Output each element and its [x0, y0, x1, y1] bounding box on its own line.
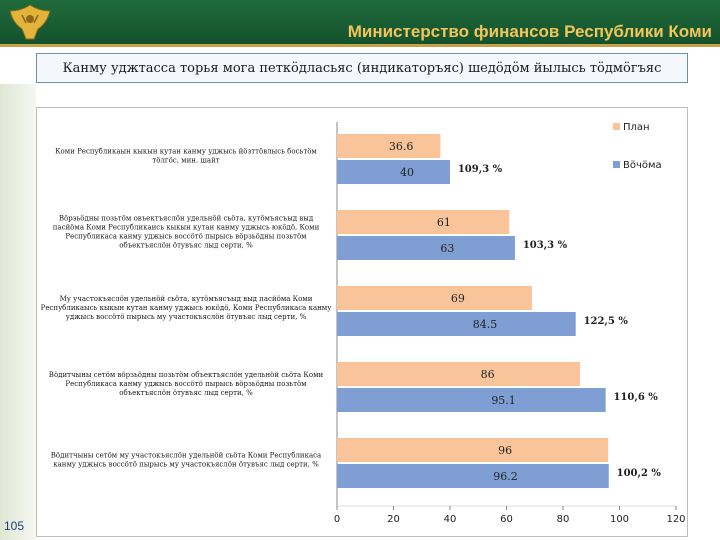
fact-bar — [337, 388, 606, 412]
x-tick-label: 0 — [334, 514, 340, 525]
plan-value-label: 96 — [498, 444, 512, 457]
percent-label: 100,2 % — [617, 468, 662, 479]
category-label-line: тӧлгӧс, мин. шайт — [152, 157, 219, 165]
category-label-line: Вӧдитчыны сетӧм му участокъяслӧн удельнӧ… — [51, 452, 321, 460]
percent-label: 103,3 % — [523, 240, 568, 251]
x-tick-label: 80 — [557, 514, 570, 525]
fact-value-label: 96.2 — [493, 470, 518, 483]
x-tick-label: 40 — [444, 514, 457, 525]
category-label-line: пасйӧма Коми Республикаись кыкын кутан к… — [53, 224, 320, 232]
percent-label: 109,3 % — [458, 164, 503, 175]
plan-value-label: 86 — [481, 368, 495, 381]
page-number: 105 — [4, 519, 25, 533]
legend-swatch — [613, 123, 620, 130]
fact-value-label: 95.1 — [491, 394, 516, 407]
category-label-line: объектъяслӧн ӧтувъяс лыд серти, % — [119, 242, 253, 250]
category-label-line: Республикаса канму уджысь воссӧтӧ пырысь… — [65, 380, 307, 388]
category-label-line: Вӧрзьӧдны позьтӧм овъектъяслӧн удельнӧй … — [59, 215, 314, 223]
fact-bar — [337, 236, 515, 260]
category-label-line: объектъяслӧн ӧтувъяс лыд серти, % — [119, 389, 253, 397]
header-divider — [0, 44, 720, 47]
fact-bar — [337, 464, 609, 488]
legend-label: План — [623, 122, 650, 133]
slide-subtitle: Канму уджтасса торья мога петкӧдласьяс (… — [62, 60, 662, 76]
plan-bar — [337, 210, 510, 234]
category-label-line: канму уджысь воссӧтӧ пырысь му участокъя… — [53, 461, 319, 469]
x-tick-label: 100 — [610, 514, 629, 525]
left-decorative-strip — [0, 84, 36, 540]
category-label-line: Вӧдитчыны сетӧм вӧрзьӧдны позьтӧм объект… — [49, 371, 324, 379]
percent-label: 122,5 % — [584, 316, 629, 327]
category-label-line: уджысь воссӧтӧ пырысь му участокъяслӧн ӧ… — [66, 313, 307, 321]
legend-swatch — [613, 161, 620, 168]
plan-bar — [337, 286, 532, 310]
category-label-line: Республикаса канму уджысь воссӧтӧ пырысь… — [65, 233, 307, 241]
ministry-title: Министерство финансов Республики Коми — [347, 22, 712, 41]
fact-value-label: 84.5 — [473, 318, 498, 331]
fact-value-label: 40 — [400, 166, 414, 179]
plan-value-label: 61 — [437, 216, 451, 229]
plan-value-label: 36.6 — [389, 140, 414, 153]
slide-subtitle-box: Канму уджтасса торья мога петкӧдласьяс (… — [36, 53, 688, 83]
fact-bar — [337, 312, 576, 336]
plan-bar — [337, 438, 609, 462]
plan-value-label: 69 — [451, 292, 465, 305]
x-tick-label: 20 — [387, 514, 400, 525]
legend-label: Вӧчӧма — [623, 160, 662, 171]
header-bar: Министерство финансов Республики Коми — [0, 0, 720, 44]
percent-label: 110,6 % — [614, 392, 659, 403]
category-label-line: Республикаысь кыкын кутан канму уджысь ю… — [41, 304, 333, 312]
x-tick-label: 120 — [666, 514, 685, 525]
category-label-line: Коми Республикаын кыкын кутан канму уджы… — [55, 148, 317, 156]
x-tick-label: 60 — [500, 514, 513, 525]
coat-of-arms-icon — [9, 4, 51, 40]
category-label-line: Му участокъяслӧн удельнӧй сьӧта, кутӧмъя… — [60, 295, 313, 303]
plan-bar — [337, 362, 580, 386]
plan-bar — [337, 134, 441, 158]
fact-value-label: 63 — [440, 242, 454, 255]
fact-bar — [337, 160, 450, 184]
